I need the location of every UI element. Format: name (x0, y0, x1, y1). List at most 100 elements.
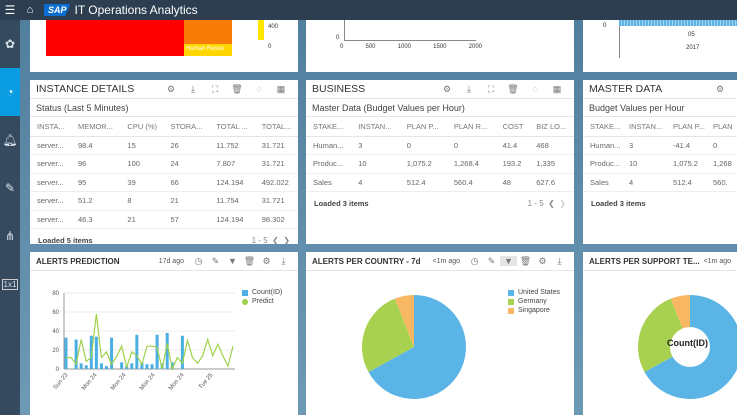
table-row[interactable]: Human... 3 0 0 41.4 468 (306, 136, 574, 155)
bar (170, 362, 174, 369)
expand-icon[interactable]: ⛶ (487, 83, 495, 94)
color-scale (258, 20, 264, 40)
column-header[interactable]: INSTA... (30, 117, 71, 137)
settings-icon[interactable]: ⚙ (538, 255, 547, 266)
settings-icon[interactable]: ⚙ (166, 83, 176, 94)
table-icon[interactable]: ▦ (552, 83, 562, 94)
treemap-cell-label[interactable]: Human Resou (184, 44, 232, 56)
expand-icon[interactable]: ⛶ (211, 83, 219, 94)
alerts-team-card: ALERTS PER SUPPORT TE... <1m ago Count(ID… (583, 252, 737, 415)
sidebar-item-alerts[interactable]: 🔔︎ (0, 116, 20, 164)
column-header[interactable]: STAKE... (583, 117, 622, 137)
x-tick: 1000 (397, 44, 411, 50)
footer-status: Loaded 3 items (591, 198, 646, 208)
home-icon[interactable]: ⌂ (26, 4, 34, 16)
column-header[interactable]: COST (495, 117, 530, 137)
column-header[interactable]: BIZ LO... (529, 117, 574, 137)
legend-item[interactable]: Singapore (508, 307, 560, 314)
sidebar-item-1x1[interactable]: 1x1 (0, 260, 20, 308)
view-icon[interactable]: ◌ (256, 84, 262, 94)
table-row[interactable]: Human... 3 -41.4 0 (583, 136, 737, 155)
table-row[interactable]: Produc... 10 1,075.2 1,268 (583, 154, 737, 174)
scatter-card: 0 0 500 1000 1500 2000 (306, 20, 574, 72)
legend-item[interactable]: Predict (242, 298, 282, 305)
bar (165, 332, 169, 369)
table-icon[interactable]: ▦ (276, 83, 286, 94)
refresh-time-icon[interactable]: ◷ (194, 255, 203, 266)
instance-table: INSTA... MEMOR... CPU (%) STORA... TOTAL ...… (30, 117, 298, 229)
column-header[interactable]: STAKE... (306, 117, 352, 137)
column-header[interactable]: PLAN (706, 117, 737, 137)
download-icon[interactable]: ⤓ (281, 255, 286, 266)
column-header[interactable]: MEMOR... (70, 117, 121, 137)
next-page-icon[interactable]: ❯ (557, 198, 566, 208)
x-tick-label: Mon 24 (168, 372, 186, 392)
table-row[interactable]: Sales 4 512.4 560. (583, 173, 737, 192)
column-header[interactable]: PLAN P... (399, 117, 447, 137)
delete-icon[interactable]: 🗑︎ (507, 83, 519, 94)
download-icon[interactable]: ⤓ (191, 83, 195, 94)
download-icon[interactable]: ⤓ (557, 255, 562, 266)
legend-label: Singapore (518, 307, 550, 314)
prev-page-icon[interactable]: ❮ (545, 198, 558, 208)
column-header[interactable]: STORA... (163, 117, 210, 137)
table-row[interactable]: server... 46.3 21 57 124.194 98.302 (30, 210, 298, 229)
edit-icon[interactable]: ✎ (211, 255, 220, 266)
settings-icon[interactable]: ⚙ (715, 83, 725, 94)
table-row[interactable]: server... 51.2 8 21 11.754 31.721 (30, 191, 298, 211)
column-header[interactable]: TOTAL ... (209, 117, 255, 137)
settings-icon[interactable]: ⚙ (262, 255, 271, 266)
sidebar-item-network[interactable]: ⋔ (0, 212, 20, 260)
filter-icon[interactable]: ▼ (500, 256, 517, 266)
x-tick: 1500 (433, 44, 447, 50)
column-header[interactable]: TOTAL... (254, 117, 298, 137)
table-cell: Produc... (306, 154, 352, 174)
alerts-prediction-chart: 0 20 40 60 80 Sun 23 Mon 24 Mon 24 Mon 24 Mon 24 T… (52, 291, 235, 392)
menu-icon[interactable]: ☰ (4, 3, 16, 17)
app-title: IT Operations Analytics (74, 3, 198, 17)
edit-icon[interactable]: ✎ (487, 255, 496, 266)
delete-icon[interactable]: 🗑︎ (231, 83, 243, 94)
prev-page-icon[interactable]: ❮ (269, 235, 282, 245)
chart-legend: Count(ID) Predict (242, 289, 282, 307)
scale-label: 0 (268, 44, 272, 50)
y-tick-label: 40 (52, 329, 59, 335)
download-icon[interactable]: ⤓ (467, 83, 471, 94)
sidebar-item-edit[interactable]: ✎ (0, 164, 20, 212)
next-page-icon[interactable]: ❯ (281, 235, 290, 245)
table-row[interactable]: server... 98.4 15 26 11.752 31.721 (30, 136, 298, 155)
column-header[interactable]: PLAN R... (446, 117, 496, 137)
table-cell: 15 (120, 136, 164, 155)
x-tick: 500 (365, 44, 376, 50)
table-cell: 98.4 (70, 136, 121, 155)
bar (120, 362, 124, 369)
delete-icon[interactable]: 🗑︎ (519, 255, 532, 266)
legend-item[interactable]: United States (508, 289, 560, 296)
last-updated: <1m ago (703, 257, 731, 265)
time-series-bars (619, 20, 737, 26)
column-header[interactable]: PLAN P... (666, 117, 706, 137)
column-header[interactable]: CPU (%) (120, 117, 164, 137)
table-row[interactable]: Produc... 10 1,075.2 1,268.4 193.2 1,335 (306, 154, 574, 174)
treemap-cell[interactable] (184, 20, 232, 44)
filter-icon[interactable]: ▼ (228, 256, 237, 266)
settings-icon[interactable]: ⚙ (442, 83, 452, 94)
table-row[interactable]: Sales 4 512.4 560.4 48 627.6 (306, 173, 574, 192)
table-cell: Human... (306, 136, 352, 155)
edit-document-icon: ✎ (4, 181, 16, 195)
sidebar-item-cluster[interactable]: ✿ (0, 20, 20, 68)
card-subtitle: Master Data (Budget Values per Hour) (306, 99, 574, 117)
column-header[interactable]: INSTAN... (351, 117, 400, 137)
table-row[interactable]: server... 96 100 24 7.807 31.721 (30, 154, 298, 174)
treemap-cell[interactable] (46, 20, 200, 56)
instance-details-card: INSTANCE DETAILS ⚙ ⤓ ⛶ 🗑︎ ◌ ▦ Status (Last 5 … (30, 80, 298, 244)
legend-item[interactable]: Germany (508, 298, 560, 305)
refresh-time-icon[interactable]: ◷ (470, 255, 479, 266)
column-header[interactable]: INSTAN... (622, 117, 666, 137)
view-icon[interactable]: ◌ (532, 84, 538, 94)
card-title: MASTER DATA (589, 83, 663, 95)
legend-item[interactable]: Count(ID) (242, 289, 282, 296)
sidebar-item-dashboard[interactable]: ◔ (0, 68, 20, 116)
delete-icon[interactable]: 🗑︎ (243, 255, 256, 266)
table-row[interactable]: server... 95 39 66 124.194 492.022 (30, 173, 298, 192)
